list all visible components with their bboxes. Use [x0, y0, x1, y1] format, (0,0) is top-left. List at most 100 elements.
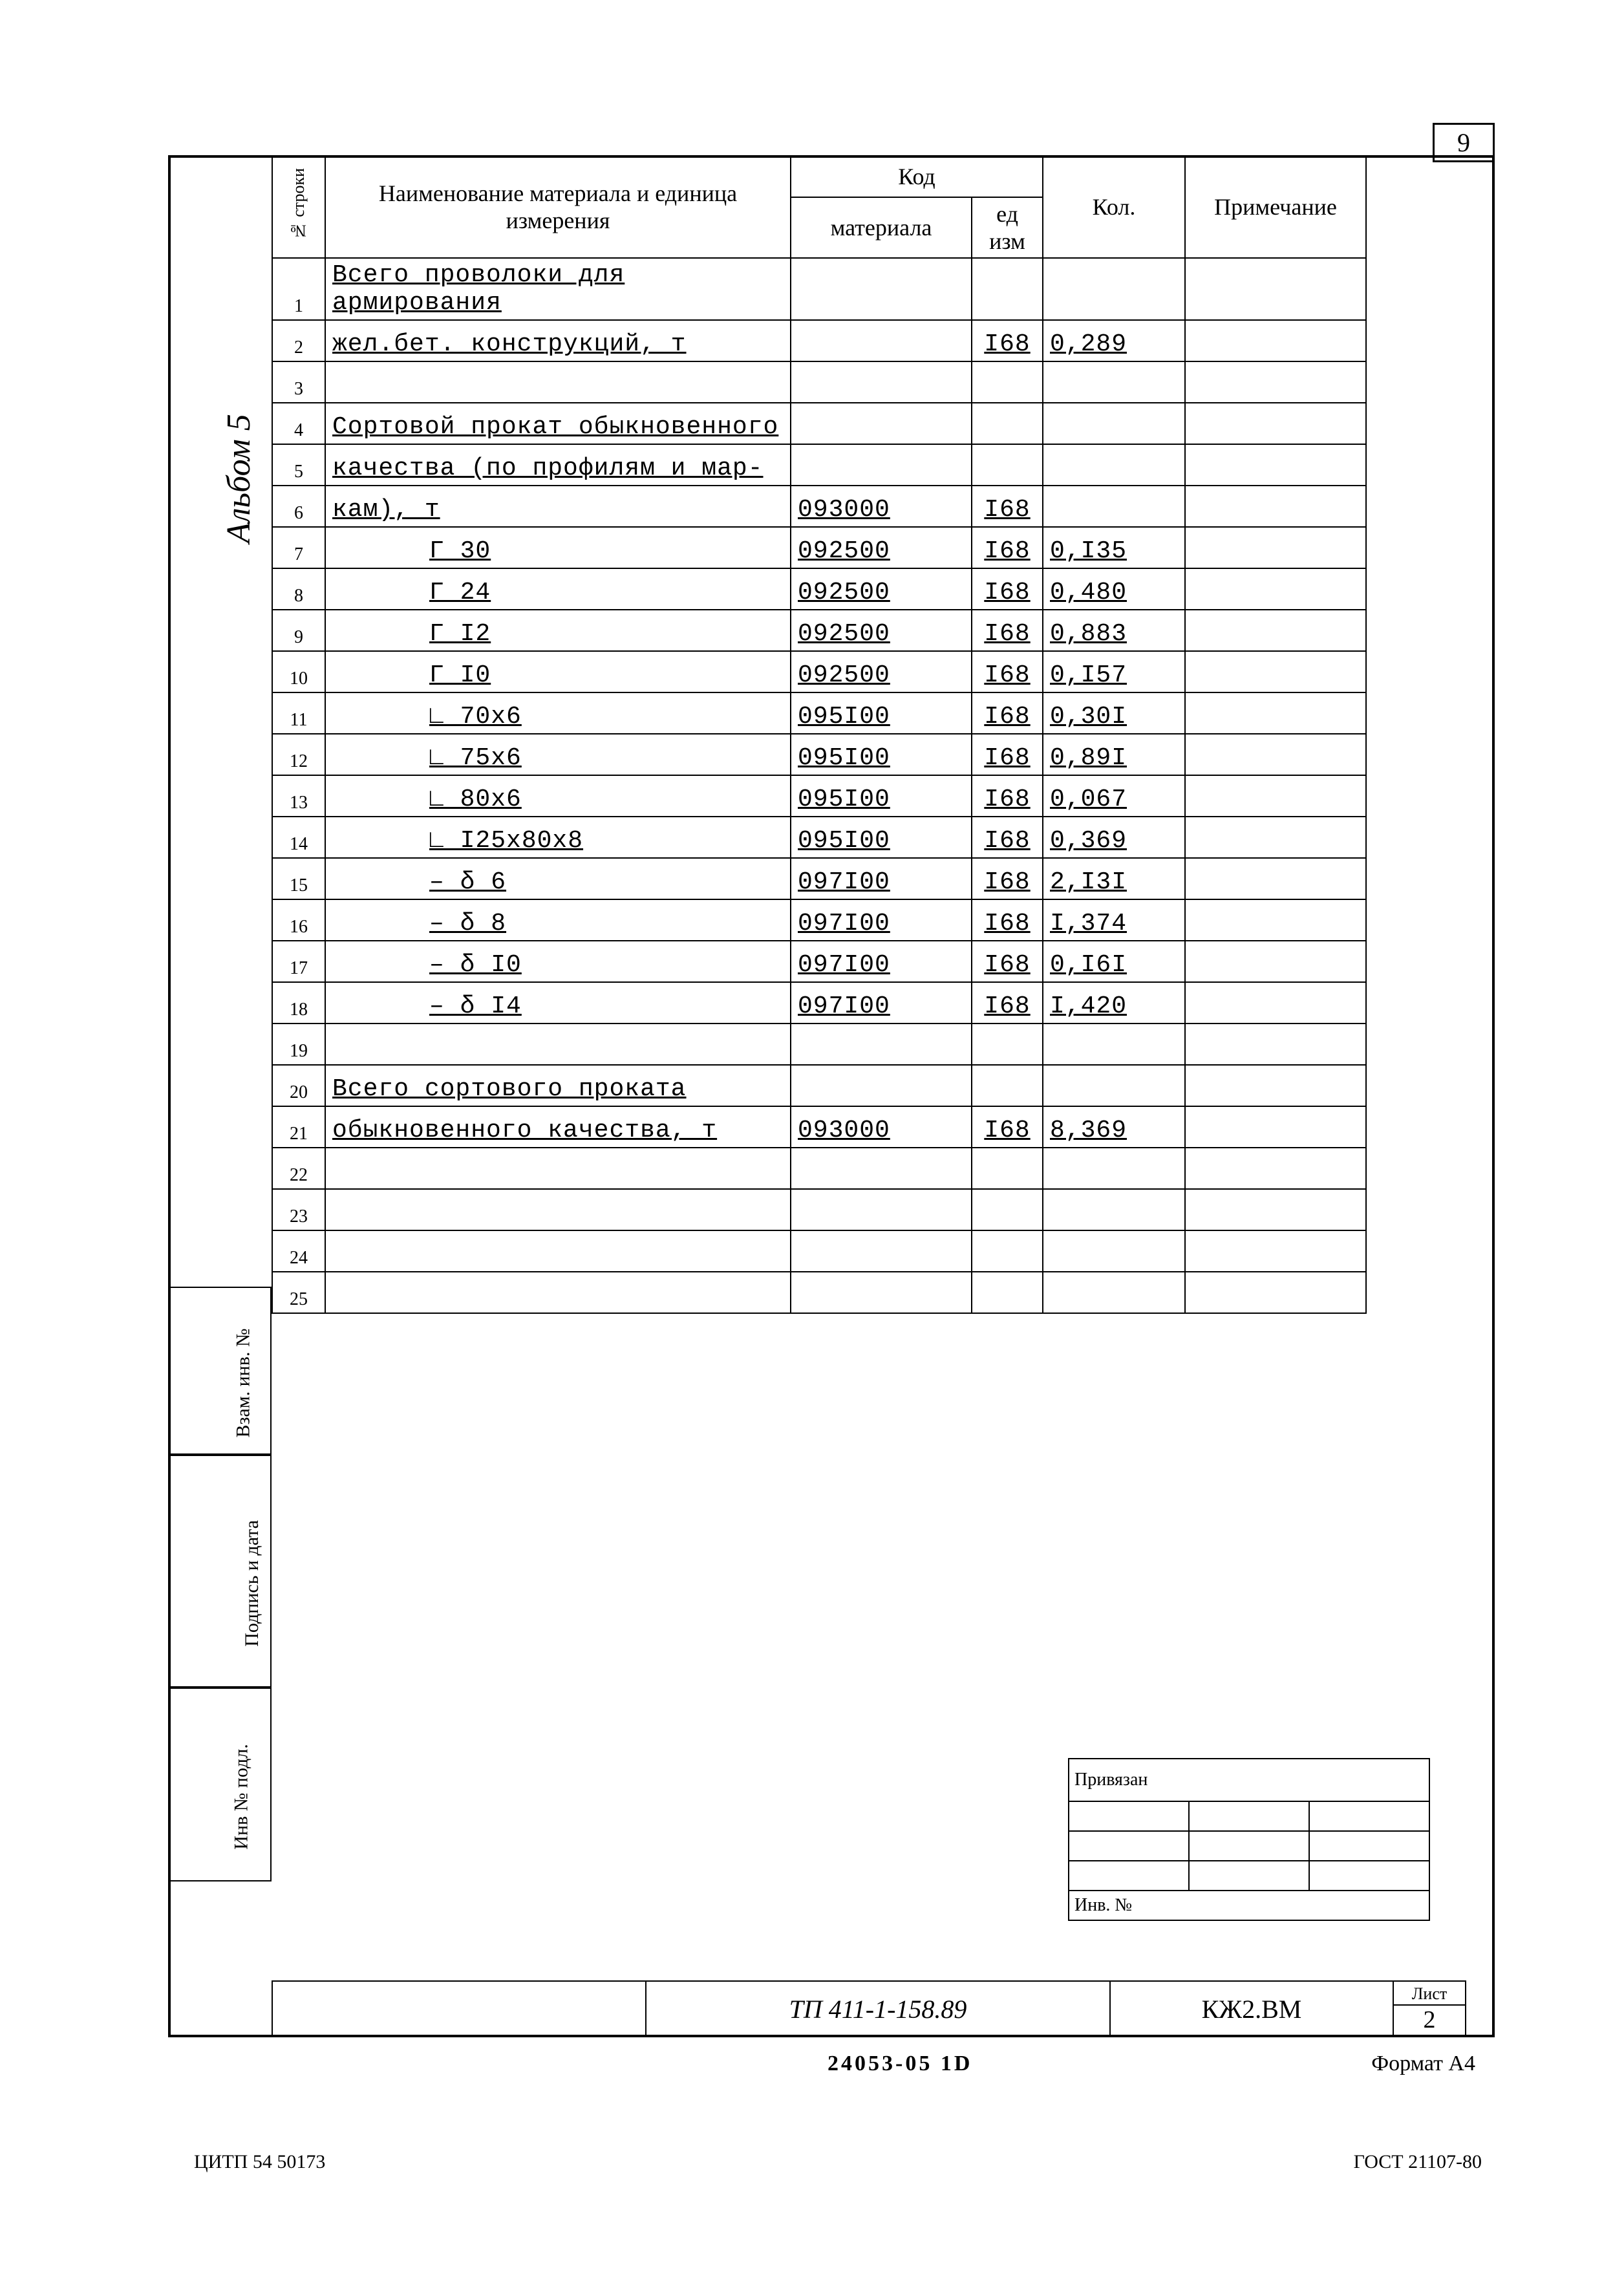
cell-note: [1185, 568, 1366, 610]
cell-qty: [1043, 1272, 1185, 1313]
table-row: 10Г I0092500I680,I57: [272, 651, 1366, 692]
row-number: 20: [272, 1065, 325, 1106]
table-row: 7Г 30092500I680,I35: [272, 527, 1366, 568]
cell-name: – δ I0: [325, 941, 791, 982]
cell-unit: [972, 444, 1043, 486]
table-row: 23: [272, 1189, 1366, 1230]
cell-unit: I68: [972, 1106, 1043, 1148]
cell-material-code: [791, 444, 972, 486]
row-number: 4: [272, 403, 325, 444]
cell-unit: I68: [972, 899, 1043, 941]
cell-unit: I68: [972, 651, 1043, 692]
cell-unit: [972, 258, 1043, 320]
header-note: Примечание: [1185, 156, 1366, 258]
table-row: 13∟ 80х6095I00I680,067: [272, 775, 1366, 817]
doc-code-kzh: КЖ2.ВМ: [1110, 1981, 1393, 2037]
cell-qty: 0,883: [1043, 610, 1185, 651]
table-row: 20Всего сортового проката: [272, 1065, 1366, 1106]
cell-qty: 0,I57: [1043, 651, 1185, 692]
cell-name: ∟ I25х80х8: [325, 817, 791, 858]
cell-note: [1185, 734, 1366, 775]
table-row: 17– δ I0097I00I680,I6I: [272, 941, 1366, 982]
cell-unit: I68: [972, 610, 1043, 651]
table-row: 9Г I2092500I680,883: [272, 610, 1366, 651]
cell-note: [1185, 1230, 1366, 1272]
cell-unit: [972, 1230, 1043, 1272]
cell-qty: I,420: [1043, 982, 1185, 1024]
table-row: 19: [272, 1024, 1366, 1065]
privyazan-label: Привязан: [1069, 1759, 1429, 1801]
format-label: Формат А4: [1371, 2052, 1475, 2076]
cell-note: [1185, 651, 1366, 692]
cell-unit: I68: [972, 486, 1043, 527]
table-row: 1Всего проволоки для армирования: [272, 258, 1366, 320]
cell-note: [1185, 692, 1366, 734]
row-number: 14: [272, 817, 325, 858]
table-row: 25: [272, 1272, 1366, 1313]
row-number: 18: [272, 982, 325, 1024]
cell-name: ∟ 70х6: [325, 692, 791, 734]
cell-qty: 0,480: [1043, 568, 1185, 610]
cell-qty: 0,289: [1043, 320, 1185, 361]
cell-unit: I68: [972, 692, 1043, 734]
table-row: 4Сортовой прокат обыкновенного: [272, 403, 1366, 444]
table-row: 11∟ 70х6095I00I680,30I: [272, 692, 1366, 734]
cell-material-code: [791, 1272, 972, 1313]
list-label: Лист: [1394, 1984, 1465, 2006]
cell-name: ∟ 75х6: [325, 734, 791, 775]
album-label: Альбом 5: [220, 414, 258, 543]
cell-name: [325, 1230, 791, 1272]
table-row: 5качества (по профилям и мар-: [272, 444, 1366, 486]
table-row: 18– δ I4097I00I68I,420: [272, 982, 1366, 1024]
table-row: 12∟ 75х6095I00I680,89I: [272, 734, 1366, 775]
cell-unit: I68: [972, 941, 1043, 982]
cell-material-code: [791, 1189, 972, 1230]
cell-material-code: 092500: [791, 527, 972, 568]
cell-name: [325, 1148, 791, 1189]
cell-unit: I68: [972, 320, 1043, 361]
cell-unit: [972, 1148, 1043, 1189]
cell-note: [1185, 775, 1366, 817]
cell-unit: [972, 403, 1043, 444]
cell-name: Г 24: [325, 568, 791, 610]
row-number: 9: [272, 610, 325, 651]
table-row: 24: [272, 1230, 1366, 1272]
cell-name: [325, 1189, 791, 1230]
cell-material-code: 097I00: [791, 982, 972, 1024]
cell-unit: [972, 361, 1043, 403]
footer-right: ГОСТ 21107-80: [1354, 2151, 1482, 2173]
cell-note: [1185, 444, 1366, 486]
table-row: 3: [272, 361, 1366, 403]
cell-qty: 0,I6I: [1043, 941, 1185, 982]
cell-qty: [1043, 444, 1185, 486]
row-number: 16: [272, 899, 325, 941]
cell-note: [1185, 361, 1366, 403]
cell-name: кам), т: [325, 486, 791, 527]
cell-material-code: 092500: [791, 610, 972, 651]
row-number: 17: [272, 941, 325, 982]
cell-note: [1185, 320, 1366, 361]
cell-qty: 0,369: [1043, 817, 1185, 858]
cell-note: [1185, 1272, 1366, 1313]
cell-note: [1185, 527, 1366, 568]
cell-material-code: 095I00: [791, 692, 972, 734]
cell-unit: I68: [972, 527, 1043, 568]
row-number: 21: [272, 1106, 325, 1148]
row-number: 13: [272, 775, 325, 817]
cell-qty: 0,067: [1043, 775, 1185, 817]
cell-qty: [1043, 258, 1185, 320]
cell-note: [1185, 1024, 1366, 1065]
row-number: 19: [272, 1024, 325, 1065]
label-vzam-inv: Взам. инв. №: [233, 1328, 255, 1437]
cell-material-code: 095I00: [791, 817, 972, 858]
cell-unit: I68: [972, 568, 1043, 610]
cell-qty: [1043, 1065, 1185, 1106]
header-name: Наименование материала и единица измерен…: [325, 156, 791, 258]
cell-note: [1185, 610, 1366, 651]
label-inv-podl: Инв № подл.: [231, 1744, 253, 1849]
cell-qty: 0,89I: [1043, 734, 1185, 775]
row-number: 6: [272, 486, 325, 527]
doc-code-tp: ТП 411-1-158.89: [646, 1981, 1110, 2037]
cell-note: [1185, 1065, 1366, 1106]
cell-note: [1185, 1106, 1366, 1148]
